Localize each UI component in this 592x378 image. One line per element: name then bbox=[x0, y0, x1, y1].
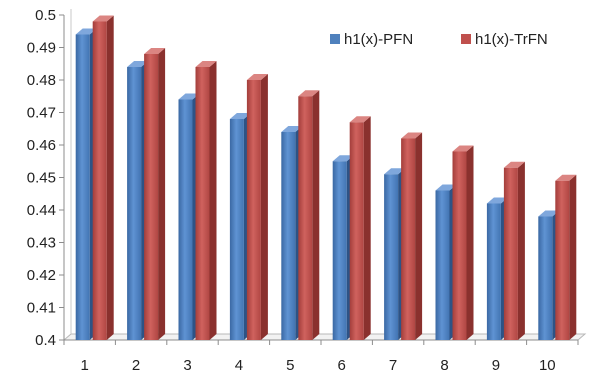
bar-top-face bbox=[92, 15, 114, 22]
bar-top-face bbox=[75, 28, 97, 35]
y-tick-label: 0.49 bbox=[27, 40, 56, 57]
bar-trfn-6 bbox=[349, 116, 371, 340]
legend-label: h1(x)-TrFN bbox=[475, 31, 548, 48]
bar-top-face bbox=[401, 132, 423, 139]
bar-top-face bbox=[486, 197, 508, 204]
bar-front-face bbox=[538, 216, 553, 340]
x-tick-label: 8 bbox=[440, 357, 448, 374]
bar-trfn-5 bbox=[298, 90, 320, 340]
y-tick-label: 0.42 bbox=[27, 267, 56, 284]
bar-top-face bbox=[538, 210, 560, 217]
bar-side-face bbox=[209, 61, 217, 340]
bar-trfn-10 bbox=[555, 174, 577, 340]
bar-side-face bbox=[466, 145, 474, 340]
x-tick-label: 4 bbox=[235, 357, 243, 374]
bar-front-face bbox=[349, 122, 364, 340]
bar-side-face bbox=[106, 15, 114, 340]
bar-front-face bbox=[332, 161, 347, 340]
legend-swatch bbox=[330, 34, 340, 44]
bar-trfn-3 bbox=[195, 61, 217, 340]
bar-side-face bbox=[260, 74, 268, 340]
legend-label: h1(x)-PFN bbox=[344, 31, 413, 48]
bar-trfn-9 bbox=[503, 161, 525, 340]
y-tick-label: 0.44 bbox=[27, 202, 56, 219]
bar-front-face bbox=[127, 67, 142, 340]
bar-front-face bbox=[486, 203, 501, 340]
bar-front-face bbox=[503, 167, 518, 340]
bar-top-face bbox=[229, 113, 251, 119]
bar-front-face bbox=[298, 96, 313, 340]
bar-trfn-7 bbox=[401, 132, 423, 340]
y-tick-label: 0.41 bbox=[27, 300, 56, 317]
bar-top-face bbox=[195, 61, 217, 67]
bar-trfn-2 bbox=[144, 48, 166, 340]
bar-side-face bbox=[415, 132, 423, 340]
y-tick-label: 0.4 bbox=[35, 332, 56, 349]
bar-side-face bbox=[312, 90, 320, 340]
bar-top-face bbox=[127, 61, 149, 67]
bar-trfn-8 bbox=[452, 145, 474, 340]
bar-front-face bbox=[195, 67, 210, 340]
bar-front-face bbox=[178, 99, 193, 340]
bar-front-face bbox=[401, 138, 416, 340]
bar-side-face bbox=[363, 116, 371, 340]
x-tick-label: 6 bbox=[338, 357, 346, 374]
bar-front-face bbox=[281, 132, 296, 340]
bar-top-face bbox=[555, 174, 577, 181]
y-tick-label: 0.47 bbox=[27, 105, 56, 122]
bar-top-face bbox=[435, 184, 457, 191]
bar-side-face bbox=[569, 174, 577, 340]
bar-front-face bbox=[229, 119, 244, 340]
bar-front-face bbox=[435, 190, 450, 340]
y-tick-label: 0.46 bbox=[27, 137, 56, 154]
y-tick-label: 0.43 bbox=[27, 235, 56, 252]
bar-front-face bbox=[144, 54, 159, 340]
x-tick-label: 3 bbox=[183, 357, 191, 374]
bar-top-face bbox=[144, 48, 166, 54]
bar-top-face bbox=[281, 126, 303, 132]
bar-top-face bbox=[503, 161, 525, 168]
y-axis: 0.4 0.41 0.42 0.43 0.44 0.45 0.46 0.47 0.48 0.49 0… bbox=[27, 7, 65, 349]
x-axis: 1 2 3 4 5 6 7 8 9 10 bbox=[63, 339, 579, 374]
bar-top-face bbox=[452, 145, 474, 152]
bar-top-face bbox=[349, 116, 371, 123]
bar-top-face bbox=[178, 93, 200, 100]
bar-trfn-4 bbox=[246, 74, 268, 340]
bar-side-face bbox=[517, 161, 525, 340]
x-tick-label: 2 bbox=[132, 357, 140, 374]
bar-side-face bbox=[158, 48, 166, 340]
legend-swatch bbox=[461, 34, 471, 44]
x-tick-label: 5 bbox=[286, 357, 294, 374]
legend-item-trfn: h1(x)-TrFN bbox=[461, 31, 548, 48]
bar-front-face bbox=[452, 151, 467, 340]
bar-top-face bbox=[332, 155, 354, 162]
bar-top-face bbox=[246, 74, 268, 80]
bar-front-face bbox=[384, 174, 399, 340]
x-tick-label: 1 bbox=[81, 357, 89, 374]
x-tick-label: 9 bbox=[492, 357, 500, 374]
bar-front-face bbox=[555, 180, 570, 340]
bar-front-face bbox=[246, 80, 261, 340]
y-tick-label: 0.5 bbox=[35, 7, 56, 24]
bar-top-face bbox=[298, 90, 320, 97]
legend-item-pfn: h1(x)-PFN bbox=[330, 31, 413, 48]
bar-trfn-1 bbox=[92, 15, 114, 340]
bar-front-face bbox=[75, 34, 90, 340]
y-tick-label: 0.48 bbox=[27, 72, 56, 89]
x-tick-label: 7 bbox=[389, 357, 397, 374]
bar-top-face bbox=[384, 168, 406, 175]
bar-series bbox=[75, 15, 577, 340]
y-tick-label: 0.45 bbox=[27, 170, 56, 187]
bar-front-face bbox=[92, 21, 107, 340]
x-tick-label: 10 bbox=[539, 357, 556, 374]
legend: h1(x)-PFN h1(x)-TrFN bbox=[330, 31, 548, 48]
